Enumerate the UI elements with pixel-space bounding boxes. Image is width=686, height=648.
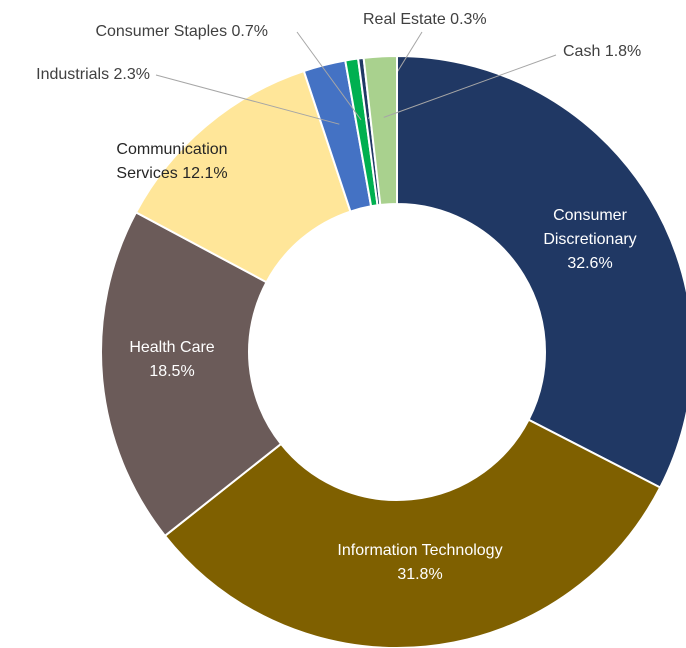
label-text: Consumer Staples [95, 23, 228, 40]
slice-label: Industrials 2.3% [36, 65, 150, 85]
slice [163, 418, 662, 648]
slice-label: Health Care 18.5% [117, 336, 227, 384]
leader-line [383, 54, 557, 118]
label-text: Information Technology [337, 542, 503, 559]
label-text: 18.5% [149, 363, 195, 380]
label-text: Industrials [36, 66, 110, 83]
slice [396, 54, 686, 489]
leader-line [296, 31, 362, 121]
slice [100, 211, 283, 538]
label-text: Communication Services [116, 141, 228, 182]
label-text: Cash [563, 43, 601, 60]
label-text: 31.8% [397, 566, 443, 583]
slice-label: Cash 1.8% [563, 42, 641, 62]
label-text: Real Estate [363, 11, 446, 28]
label-text: 1.8% [604, 43, 642, 60]
label-text: Health Care [129, 339, 215, 356]
label-text: 0.7% [231, 23, 268, 40]
label-text: 32.6% [567, 255, 613, 272]
label-text: 12.1% [182, 165, 228, 182]
label-text: Consumer Discretionary [543, 207, 637, 248]
slice [362, 54, 398, 207]
slice-label: Real Estate 0.3% [363, 10, 487, 30]
slice-label: Consumer Staples 0.7% [95, 22, 268, 42]
slice-label: Consumer Discretionary 32.6% [530, 204, 650, 276]
leader-line [155, 74, 340, 125]
slice-label: Communication Services 12.1% [92, 138, 252, 186]
slice-label: Information Technology 31.8% [330, 539, 510, 587]
label-text: 0.3% [450, 11, 487, 28]
label-text: 2.3% [113, 66, 150, 83]
